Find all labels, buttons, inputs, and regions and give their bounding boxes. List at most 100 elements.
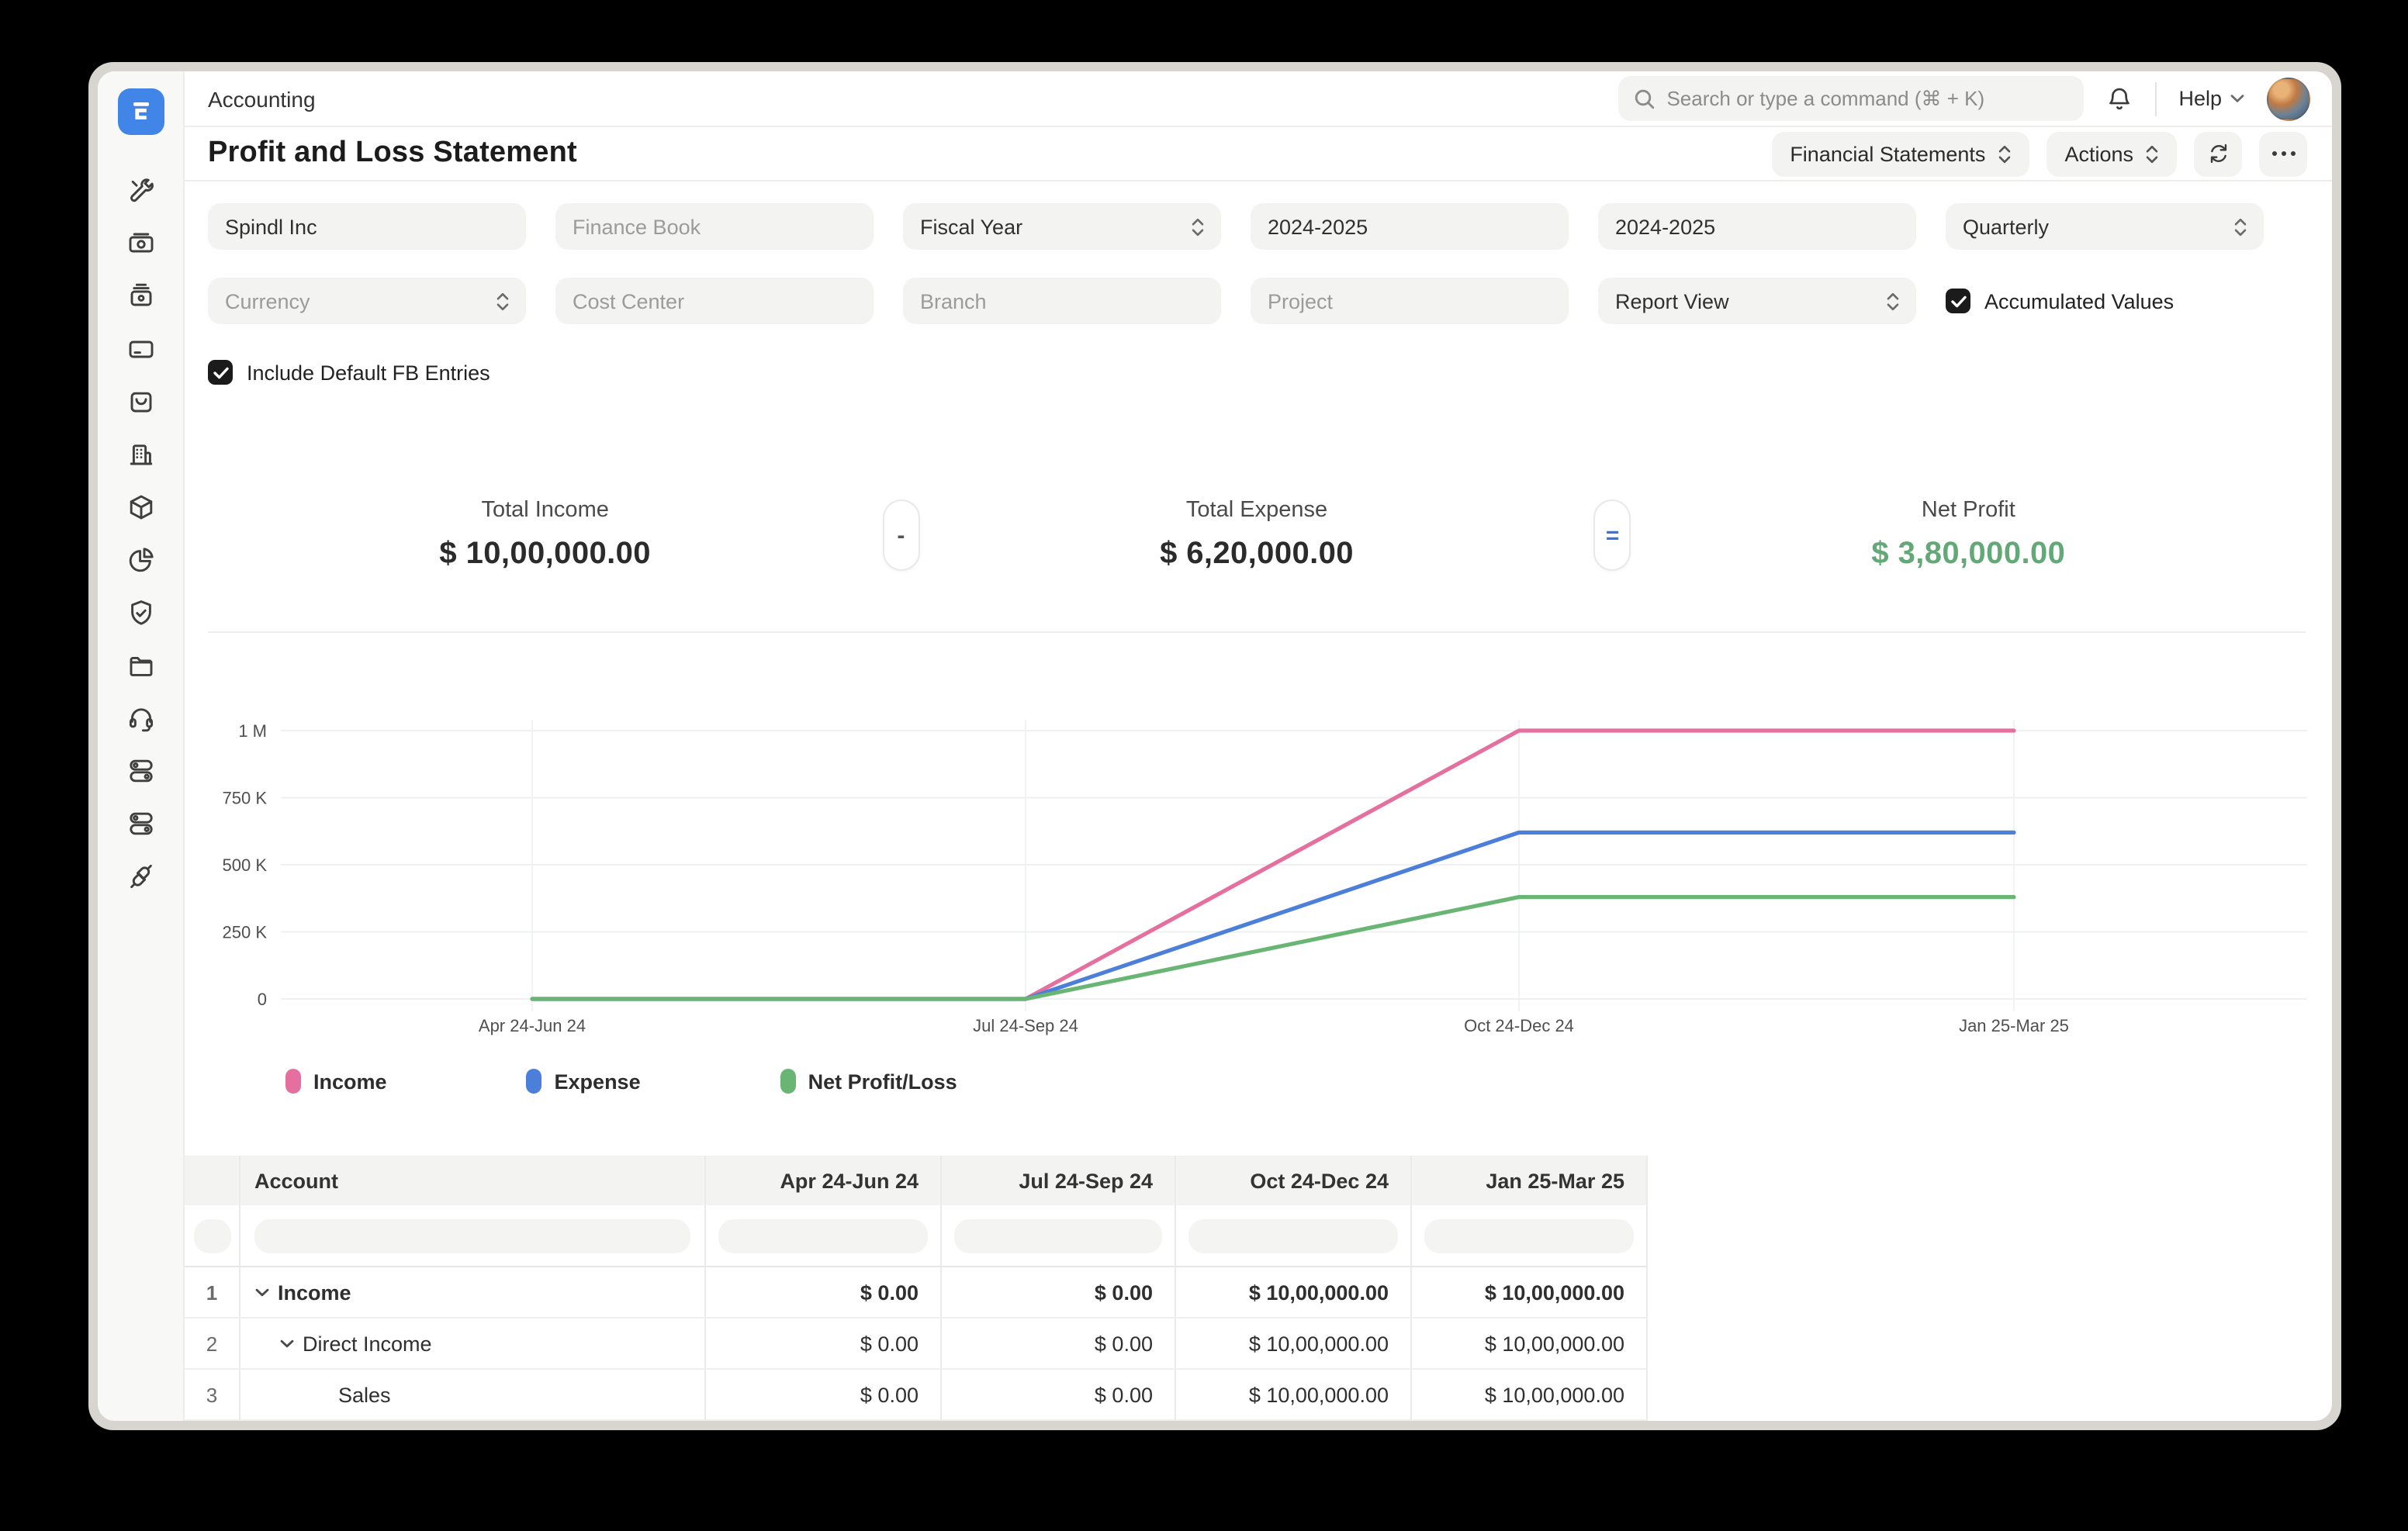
tools-icon[interactable] xyxy=(125,175,156,206)
pie-chart-icon[interactable] xyxy=(125,544,156,575)
amount-cell: $ 0.00 xyxy=(942,1267,1176,1318)
total-income-value: $ 10,00,000.00 xyxy=(439,537,651,571)
report-view-filter-field[interactable]: Report View xyxy=(1598,278,1916,324)
amount-cell: $ 0.00 xyxy=(706,1370,942,1421)
filter-field-text: Cost Center xyxy=(573,289,685,313)
credit-card-icon[interactable] xyxy=(125,334,156,365)
profit-loss-chart: Apr 24-Jun 24 Jul 24-Sep 24 Oct 24-Dec 24 J… xyxy=(185,633,2332,1094)
package-icon[interactable] xyxy=(125,492,156,523)
folder-icon[interactable] xyxy=(125,650,156,681)
row-collapse-icon[interactable] xyxy=(279,1338,295,1349)
search-input[interactable]: Search or type a command (⌘ + K) xyxy=(1618,76,2085,122)
column-filter-input[interactable] xyxy=(718,1218,928,1253)
svg-text:Oct 24-Dec 24: Oct 24-Dec 24 xyxy=(1464,1016,1574,1035)
titlebar-actions: Financial Statements Actions xyxy=(1771,131,2307,177)
legend-item-income[interactable]: Income xyxy=(285,1069,387,1094)
equals-operator: = xyxy=(1593,499,1631,571)
total-income-label: Total Income xyxy=(481,498,609,523)
spindl-inc-filter-field[interactable]: Spindl Inc xyxy=(208,203,526,250)
table-body: 1 Income $ 0.00 $ 0.00 $ 10,00,000.00 $ 10,00… xyxy=(185,1267,1648,1421)
filter-cell xyxy=(1176,1205,1412,1267)
fiscal-year-filter-field[interactable]: Fiscal Year xyxy=(903,203,1221,250)
legend-label: Net Profit/Loss xyxy=(808,1070,957,1093)
column-filter-input[interactable] xyxy=(1188,1218,1398,1253)
filter-field-text: Currency xyxy=(225,289,310,313)
plug-icon[interactable] xyxy=(125,861,156,892)
branch-filter-field[interactable]: Branch xyxy=(903,278,1221,324)
select-chevrons-icon xyxy=(1192,217,1204,236)
row-number: 3 xyxy=(185,1370,240,1421)
column-header-jan-25-mar-25[interactable]: Jan 25-Mar 25 xyxy=(1412,1156,1648,1205)
include-default-fb-entries-checkbox[interactable] xyxy=(208,360,233,385)
report-switcher-dropdown[interactable]: Financial Statements xyxy=(1771,131,2029,177)
column-header-oct-24-dec-24[interactable]: Oct 24-Dec 24 xyxy=(1176,1156,1412,1205)
finance-book-filter-field[interactable]: Finance Book xyxy=(555,203,874,250)
user-avatar[interactable] xyxy=(2267,77,2310,121)
filter-section: Spindl Inc Finance Book Fiscal Year 2024-20… xyxy=(185,181,2332,396)
toggles-icon[interactable] xyxy=(125,755,156,786)
legend-item-net-profit-loss[interactable]: Net Profit/Loss xyxy=(780,1069,957,1094)
toggles-2-icon[interactable] xyxy=(125,808,156,839)
legend-swatch xyxy=(285,1069,301,1094)
check-icon xyxy=(1950,295,1966,307)
breadcrumb[interactable]: Accounting xyxy=(208,86,316,112)
cost-center-filter-field[interactable]: Cost Center xyxy=(555,278,874,324)
bell-icon xyxy=(2109,87,2130,109)
column-filter-input[interactable] xyxy=(954,1218,1162,1253)
money-icon[interactable] xyxy=(125,228,156,259)
column-filter-input[interactable] xyxy=(193,1218,230,1253)
actions-dropdown[interactable]: Actions xyxy=(2046,131,2177,177)
legend-item-expense[interactable]: Expense xyxy=(526,1069,641,1094)
filter-cell xyxy=(706,1205,942,1267)
column-filter-input[interactable] xyxy=(254,1218,690,1253)
project-filter-field[interactable]: Project xyxy=(1251,278,1569,324)
app-logo-icon[interactable] xyxy=(117,88,164,135)
app-window: Accounting Search or type a command (⌘ +… xyxy=(88,62,2341,1430)
accumulated-values-checkbox[interactable] xyxy=(1946,289,1970,313)
svg-text:Jan 25-Mar 25: Jan 25-Mar 25 xyxy=(1959,1016,2069,1035)
column-filter-input[interactable] xyxy=(1424,1218,1634,1253)
currency-filter-field[interactable]: Currency xyxy=(208,278,526,324)
table-row-income[interactable]: 1 Income $ 0.00 $ 0.00 $ 10,00,000.00 $ 10,00… xyxy=(185,1267,1648,1318)
amount-cell: $ 10,00,000.00 xyxy=(1176,1267,1412,1318)
window-content: Accounting Search or type a command (⌘ +… xyxy=(98,71,2332,1421)
building-icon[interactable] xyxy=(125,439,156,470)
summary-section: Total Income $ 10,00,000.00 - Total Expe… xyxy=(208,396,2306,633)
quarterly-filter-field[interactable]: Quarterly xyxy=(1946,203,2264,250)
column-header-jul-24-sep-24[interactable]: Jul 24-Sep 24 xyxy=(942,1156,1176,1205)
sidebar xyxy=(98,71,185,1421)
filter-cell xyxy=(240,1205,706,1267)
headset-icon[interactable] xyxy=(125,703,156,734)
amount-cell: $ 10,00,000.00 xyxy=(1412,1318,1648,1370)
2024-2025-filter-field[interactable]: 2024-2025 xyxy=(1251,203,1569,250)
page-title: Profit and Loss Statement xyxy=(208,137,577,170)
column-header-account[interactable]: Account xyxy=(240,1156,706,1205)
2024-2025-filter-field[interactable]: 2024-2025 xyxy=(1598,203,1916,250)
more-options-button[interactable] xyxy=(2259,131,2307,177)
row-collapse-icon[interactable] xyxy=(254,1287,270,1298)
shopping-bag-icon[interactable] xyxy=(125,386,156,417)
net-profit-label: Net Profit xyxy=(1921,498,2015,523)
column-header-apr-24-jun-24[interactable]: Apr 24-Jun 24 xyxy=(706,1156,942,1205)
table-row-direct-income[interactable]: 2 Direct Income $ 0.00 $ 0.00 $ 10,00,000.00… xyxy=(185,1318,1648,1370)
checkbox-label: Include Default FB Entries xyxy=(247,361,490,384)
table-row-sales[interactable]: 3 Sales $ 0.00 $ 0.00 $ 10,00,000.00 $ 10,00,… xyxy=(185,1370,1648,1421)
svg-text:750 K: 750 K xyxy=(223,789,268,808)
total-expense-value: $ 6,20,000.00 xyxy=(1160,537,1354,571)
refresh-button[interactable] xyxy=(2194,131,2242,177)
filter-field-text: 2024-2025 xyxy=(1615,215,1716,238)
net-profit-value: $ 3,80,000.00 xyxy=(1871,537,2066,571)
shield-check-icon[interactable] xyxy=(125,597,156,628)
account-cell[interactable]: Sales xyxy=(240,1370,706,1421)
account-cell[interactable]: Income xyxy=(240,1267,706,1318)
select-chevrons-icon xyxy=(1887,292,1899,310)
account-cell[interactable]: Direct Income xyxy=(240,1318,706,1370)
svg-text:500 K: 500 K xyxy=(223,855,268,875)
select-chevrons-icon xyxy=(1998,145,2010,163)
total-expense-label: Total Expense xyxy=(1185,498,1328,523)
cash-register-icon[interactable] xyxy=(125,281,156,312)
notifications-button[interactable] xyxy=(2105,85,2133,112)
help-menu[interactable]: Help xyxy=(2178,87,2245,110)
select-chevrons-icon xyxy=(2146,145,2158,163)
